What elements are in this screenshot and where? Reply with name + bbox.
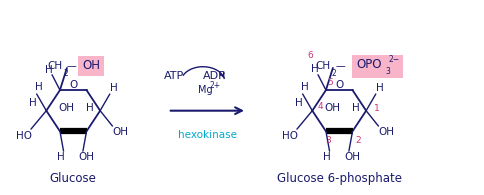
Text: OH: OH xyxy=(344,152,360,162)
Text: Glucose: Glucose xyxy=(50,172,96,185)
Text: 3: 3 xyxy=(325,136,330,145)
Text: HO: HO xyxy=(16,131,32,141)
Text: O: O xyxy=(69,80,77,90)
Text: —: — xyxy=(335,61,345,71)
Text: CH: CH xyxy=(315,61,330,71)
Text: OH: OH xyxy=(377,127,393,137)
Text: 2: 2 xyxy=(331,69,335,78)
FancyBboxPatch shape xyxy=(351,55,402,78)
Text: 6: 6 xyxy=(306,51,312,60)
Text: H: H xyxy=(45,65,53,75)
Text: ADP: ADP xyxy=(202,71,225,81)
Text: CH: CH xyxy=(47,61,62,71)
Text: 2−: 2− xyxy=(388,55,399,64)
Text: H: H xyxy=(300,82,308,91)
Text: 1: 1 xyxy=(374,104,379,113)
Text: H: H xyxy=(351,104,359,113)
Text: 5: 5 xyxy=(327,78,333,87)
Text: H: H xyxy=(57,152,65,162)
Text: OH: OH xyxy=(59,104,75,113)
Text: H: H xyxy=(29,98,37,108)
Text: ATP: ATP xyxy=(164,71,184,81)
Text: OH: OH xyxy=(324,104,340,113)
Text: —: — xyxy=(66,61,76,71)
Text: H: H xyxy=(295,98,302,108)
Text: OH: OH xyxy=(112,127,128,137)
Text: H: H xyxy=(86,104,93,113)
Text: 3: 3 xyxy=(385,66,390,75)
Text: Mg: Mg xyxy=(197,85,212,95)
Text: H: H xyxy=(376,83,383,93)
Text: Glucose 6-phosphate: Glucose 6-phosphate xyxy=(276,172,401,185)
Text: 2+: 2+ xyxy=(209,81,220,90)
Text: 2: 2 xyxy=(354,136,360,145)
FancyBboxPatch shape xyxy=(78,56,104,76)
Text: H: H xyxy=(34,82,42,91)
Text: O: O xyxy=(334,80,343,90)
Text: 4: 4 xyxy=(317,102,322,111)
Text: OPO: OPO xyxy=(355,58,381,71)
Text: hexokinase: hexokinase xyxy=(178,130,236,140)
Text: OH: OH xyxy=(78,152,94,162)
Text: OH: OH xyxy=(82,59,100,72)
Text: H: H xyxy=(322,152,330,162)
Text: 2: 2 xyxy=(63,69,68,78)
Text: H: H xyxy=(310,64,318,74)
Text: HO: HO xyxy=(282,131,298,141)
Text: H: H xyxy=(110,83,118,93)
